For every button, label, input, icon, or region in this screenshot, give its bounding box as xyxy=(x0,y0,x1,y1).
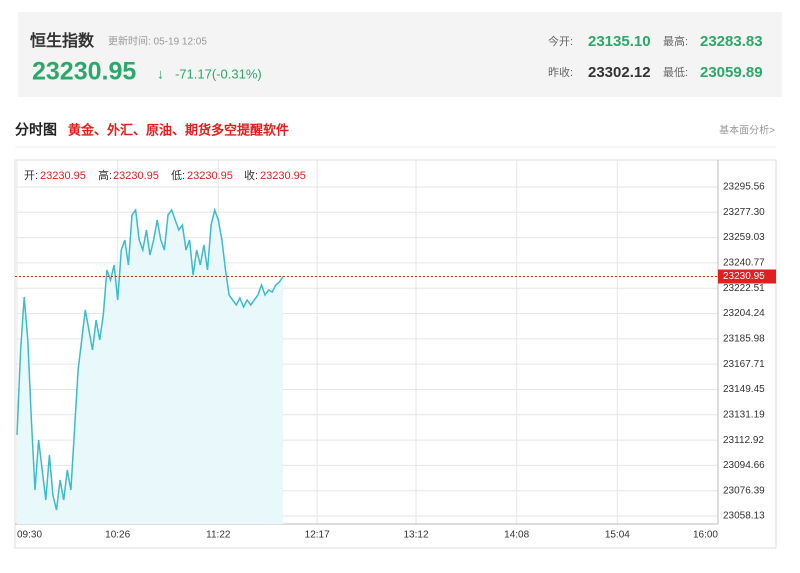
x-tick-label: 12:17 xyxy=(305,530,330,541)
x-tick-label: 13:12 xyxy=(404,530,429,541)
y-tick-label: 23167.71 xyxy=(723,359,765,370)
y-tick-label: 23240.77 xyxy=(723,258,765,269)
x-tick-label: 10:26 xyxy=(105,530,130,541)
x-tick-label: 11:22 xyxy=(206,530,231,541)
y-tick-label: 23222.51 xyxy=(723,283,765,294)
x-tick-label: 16:00 xyxy=(693,530,718,541)
stat-value: 23135.10 xyxy=(588,33,651,50)
info-label: 高: xyxy=(98,168,112,182)
price-line xyxy=(16,207,284,511)
current-tag xyxy=(718,269,776,284)
y-tick-label: 23131.19 xyxy=(723,409,765,420)
price: 23230.95 xyxy=(32,58,136,86)
index-title: 恒生指数 xyxy=(30,31,95,50)
info-label: 开: xyxy=(24,170,38,182)
info-value: 23230.95 xyxy=(113,170,159,182)
update-time: 更新时间: 05-19 12:05 xyxy=(108,35,207,48)
info-value: 23230.95 xyxy=(260,170,306,182)
header-box xyxy=(18,12,782,97)
y-tick-label: 23076.39 xyxy=(723,485,765,496)
y-tick-label: 23112.92 xyxy=(723,435,764,446)
stat-label: 昨收: xyxy=(548,65,573,79)
info-value: 23230.95 xyxy=(40,170,86,182)
chart-box xyxy=(14,159,777,549)
stat-value: 23059.89 xyxy=(700,64,763,81)
stat-value: 23283.83 xyxy=(700,33,763,50)
stat-label: 最高: xyxy=(663,34,688,48)
promo-link[interactable]: 黄金、外汇、原油、期货多空提醒软件 xyxy=(68,122,289,137)
section-title: 分时图 xyxy=(15,122,57,138)
info-label: 低: xyxy=(171,169,185,182)
analysis-link[interactable]: 基本面分析> xyxy=(719,124,775,137)
y-tick-label: 23149.45 xyxy=(723,384,765,395)
stat-label: 今开: xyxy=(548,34,573,48)
chart: 23295.56 23277.30 23259.03 23240.77 23222.51… xyxy=(15,160,776,541)
y-tick-label: 23295.56 xyxy=(723,182,765,193)
info-label: 收: xyxy=(244,168,258,182)
change: -71.17(-0.31%) xyxy=(175,66,262,81)
stat-value: 23302.12 xyxy=(588,64,651,81)
y-tick-label: 23259.03 xyxy=(723,232,765,243)
x-tick-label: 15:04 xyxy=(605,530,630,541)
y-tick-label: 23094.66 xyxy=(723,460,765,471)
y-tick-label: 23185.98 xyxy=(723,333,765,344)
stat-label: 最低: xyxy=(663,66,688,79)
arrow: ↓ xyxy=(157,66,164,82)
info-value: 23230.95 xyxy=(187,170,233,182)
area xyxy=(17,210,284,524)
y-tick-label: 23204.24 xyxy=(723,308,765,319)
y-tick-label: 23277.30 xyxy=(723,207,765,218)
current-label: 23230.95 xyxy=(723,271,765,282)
x-tick-label: 14:08 xyxy=(504,530,529,541)
x-tick-label: 09:30 xyxy=(17,530,42,541)
y-tick-label: 23058.13 xyxy=(723,511,765,522)
